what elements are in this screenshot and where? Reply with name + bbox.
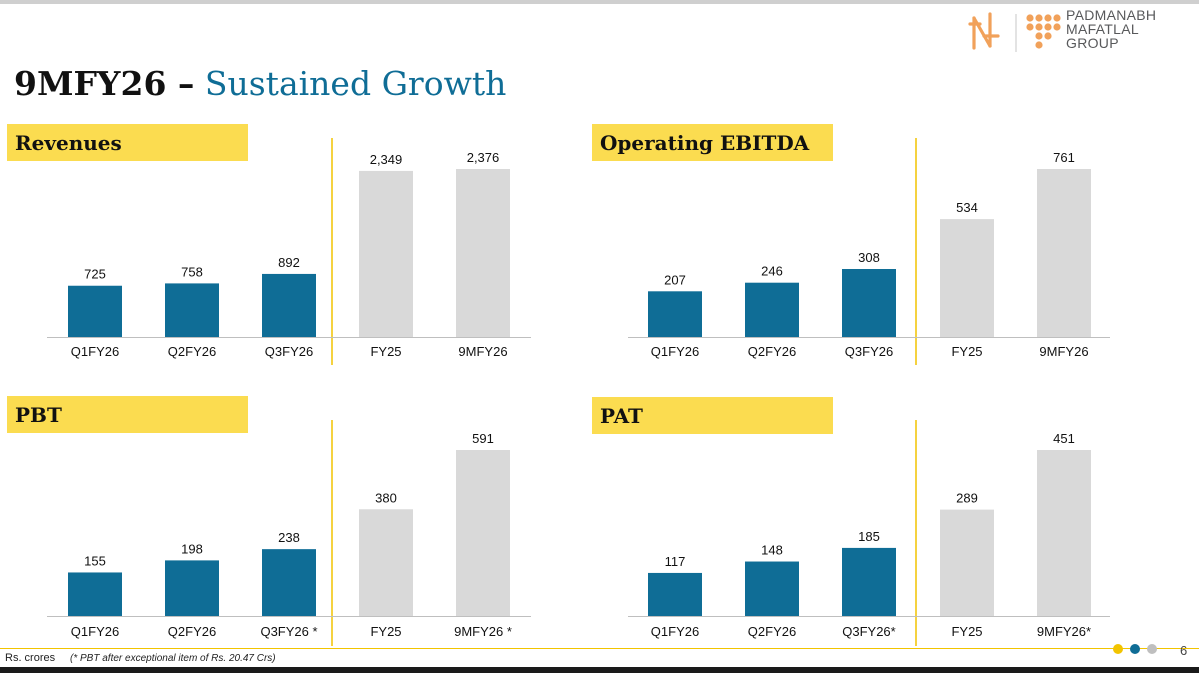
footer-rule	[0, 648, 1199, 649]
chart-bar	[940, 509, 994, 616]
data-label: 534	[956, 200, 978, 215]
data-label: 892	[278, 255, 300, 270]
tick-label: Q2FY26	[168, 624, 216, 639]
chart-panel: PBT 155 Q1FY26 198 Q2FY26 238 Q3FY26 * 380 FY25 5…	[7, 396, 531, 646]
chart-bar	[745, 561, 799, 616]
data-label: 207	[664, 272, 686, 287]
chart-title-highlight	[7, 396, 248, 433]
chart-bar	[940, 219, 994, 337]
tick-label: 9MFY26	[458, 344, 507, 359]
n-monogram-icon	[968, 12, 1000, 50]
tick-label: FY25	[951, 624, 982, 639]
page-title: 9MFY26 – Sustained Growth	[14, 64, 506, 103]
tick-label: Q2FY26	[748, 624, 796, 639]
page-title-bold: 9MFY26 –	[14, 64, 195, 103]
data-label: 148	[761, 543, 783, 558]
brand-line: MAFATLAL	[1066, 21, 1139, 37]
chart-bar	[648, 572, 702, 616]
data-label: 155	[84, 553, 106, 568]
data-label: 761	[1053, 150, 1075, 165]
data-label: 380	[375, 490, 397, 505]
tick-label: Q3FY26 *	[260, 624, 317, 639]
tick-label: Q3FY26	[265, 344, 313, 359]
tick-label: Q2FY26	[748, 344, 796, 359]
chart-bar	[165, 560, 219, 616]
chart-title: PBT	[15, 403, 62, 427]
tick-label: Q3FY26*	[842, 624, 895, 639]
chart-bar	[359, 170, 413, 337]
tick-label: FY25	[951, 344, 982, 359]
progress-dot	[1147, 644, 1157, 654]
chart-bar	[842, 547, 896, 616]
brand-line: PADMANABH	[1066, 7, 1157, 23]
data-label: 289	[956, 491, 978, 506]
top-rule	[0, 0, 1199, 4]
chart-bar	[456, 450, 510, 616]
data-label: 591	[472, 431, 494, 446]
chart-bar	[1037, 450, 1091, 616]
data-label: 198	[181, 541, 203, 556]
chart-bar	[359, 509, 413, 616]
brand-line: GROUP	[1066, 35, 1119, 51]
data-label: 451	[1053, 431, 1075, 446]
chart-bar	[648, 291, 702, 337]
tick-label: FY25	[370, 624, 401, 639]
data-label: 117	[665, 554, 686, 569]
tick-label: 9MFY26	[1039, 344, 1088, 359]
chart-bar	[68, 285, 122, 337]
data-label: 725	[84, 267, 106, 282]
chart-title-highlight	[592, 124, 833, 161]
chart-title: Operating EBITDA	[600, 131, 810, 155]
progress-dot	[1130, 644, 1140, 654]
chart-bar	[262, 549, 316, 616]
chart-bar	[1037, 169, 1091, 337]
unit-label: Rs. crores	[5, 652, 56, 664]
tick-label: 9MFY26*	[1037, 624, 1091, 639]
progress-dot	[1113, 644, 1123, 654]
chart-title-highlight	[7, 124, 248, 161]
tick-label: Q1FY26	[71, 624, 119, 639]
chart-title-highlight	[592, 397, 833, 434]
chart-panel: Operating EBITDA 207 Q1FY26 246 Q2FY26 308 Q3F…	[592, 124, 1110, 365]
chart-title: Revenues	[15, 131, 122, 155]
chart-panel: Revenues 725 Q1FY26 758 Q2FY26 892 Q3FY26 2,349…	[7, 124, 531, 365]
chart-bar	[456, 169, 510, 337]
data-label: 246	[761, 264, 783, 279]
tick-label: Q3FY26	[845, 344, 893, 359]
dot-grid-icon	[1026, 14, 1061, 49]
chart-bar	[68, 572, 122, 616]
data-label: 185	[858, 529, 880, 544]
chart-panel: PAT 117 Q1FY26 148 Q2FY26 185 Q3FY26* 289 FY25 45…	[592, 397, 1110, 646]
tick-label: 9MFY26 *	[454, 624, 512, 639]
tick-label: Q2FY26	[168, 344, 216, 359]
tick-label: Q1FY26	[651, 624, 699, 639]
chart-bar	[165, 283, 219, 337]
page-number: 6	[1180, 643, 1188, 658]
page-title-rest: Sustained Growth	[204, 64, 507, 103]
data-label: 758	[181, 264, 203, 279]
brand-name: PADMANABH MAFATLAL GROUP	[1066, 8, 1156, 50]
chart-bar	[842, 269, 896, 337]
tick-label: Q1FY26	[71, 344, 119, 359]
data-label: 2,376	[467, 150, 500, 165]
chart-bar	[262, 273, 316, 337]
chart-title: PAT	[600, 404, 643, 428]
footnote: (* PBT after exceptional item of Rs. 20.…	[70, 653, 276, 664]
data-label: 238	[278, 530, 300, 545]
data-label: 2,349	[370, 152, 403, 167]
tick-label: Q1FY26	[651, 344, 699, 359]
data-label: 308	[858, 250, 880, 265]
chart-bar	[745, 282, 799, 337]
tick-label: FY25	[370, 344, 401, 359]
bottom-bar	[0, 667, 1199, 673]
brand-logo	[968, 12, 1061, 52]
